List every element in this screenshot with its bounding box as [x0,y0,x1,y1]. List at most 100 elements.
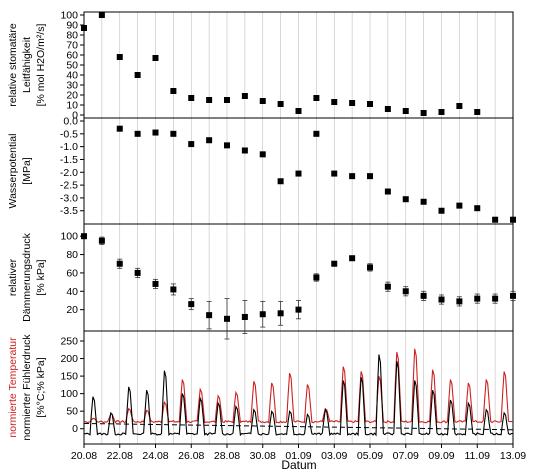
y-tick-label: 40 [66,70,78,82]
y-axis-title: relative stomatäre [7,23,19,107]
y-axis-title: Wasserpotential [7,134,19,209]
data-point [224,315,230,322]
x-axis-title: Datum [281,458,316,472]
data-point [420,110,427,116]
y-tick-label: 20 [66,304,78,316]
data-point [188,141,195,148]
data-point [224,142,230,149]
y-tick-label: 100 [60,388,78,400]
data-point [98,237,105,244]
y-tick-label: -1.5 [60,154,78,166]
y-tick-label: 90 [66,20,78,32]
data-point [349,173,356,180]
y-axis-title: [%°C;% kPa] [35,357,47,417]
data-point [349,255,356,262]
data-point [259,151,266,158]
data-point [295,108,302,114]
y-tick-label: 70 [66,40,78,52]
data-point [402,196,409,203]
y-tick-label: -2.5 [60,180,78,192]
data-point [116,54,123,60]
y-axis-title: relativer [7,258,19,296]
data-point [170,88,177,94]
y-axis-title-red: normierte Temperatur [7,337,19,438]
x-tick-label: 13.09 [500,450,526,462]
y-tick-label: -3.5 [60,205,78,217]
y-tick-label: 50 [66,406,78,418]
y-tick-label: 60 [66,50,78,62]
y-tick-label: 150 [60,371,78,383]
data-point [456,298,463,305]
data-point [313,95,320,101]
data-point [188,301,195,308]
data-point [170,130,177,137]
data-point [313,274,320,281]
data-point [206,137,213,144]
data-point [295,170,302,177]
data-point [367,173,373,180]
y-axis-title: Leitfähigkeit [21,37,33,93]
data-point [474,109,481,115]
x-tick-label: 07.09 [393,450,419,462]
data-point [402,288,409,295]
data-point [367,101,373,107]
y-tick-label: 60 [66,267,78,279]
y-tick-label: -0.5 [60,128,78,140]
x-tick-label: 03.09 [321,450,347,462]
data-point [81,233,87,240]
data-point [313,130,320,137]
y-tick-label: 80 [66,249,78,261]
data-point [170,286,177,293]
data-point [492,295,499,302]
data-point [295,306,302,313]
y-axis-title: [% kPa] [35,259,47,295]
x-tick-label: 24.08 [142,450,168,462]
data-point [241,147,248,154]
data-point [438,109,445,115]
data-point [492,216,499,223]
data-point [384,283,391,290]
data-point [224,97,230,103]
data-point [241,313,248,320]
data-point [474,295,481,302]
series-line [83,348,514,424]
data-point [384,106,391,112]
x-tick-label: 05.09 [357,450,383,462]
y-tick-label: -1.0 [60,141,78,153]
data-point [384,188,391,195]
y-tick-label: 50 [66,60,78,72]
y-axis-title: normierter Fühlerdruck [21,334,33,441]
data-point [277,178,284,185]
y-tick-label: 80 [66,30,78,42]
y-tick-label: 0 [72,423,78,435]
data-point [134,269,141,276]
data-point [367,264,373,271]
data-point [438,207,445,214]
data-point [206,97,213,103]
y-tick-label: 200 [60,353,78,365]
data-point [152,129,159,136]
y-tick-label: 100 [60,10,78,22]
data-point [259,98,266,104]
data-point [152,280,159,287]
x-tick-label: 11.09 [465,450,491,462]
data-point [456,103,463,109]
data-point [331,260,338,267]
data-point [116,260,123,267]
data-point [188,95,195,101]
y-tick-label: 100 [60,231,78,243]
data-point [98,12,105,18]
data-point [331,170,338,177]
data-point [474,205,481,212]
data-point [420,292,427,299]
y-tick-label: 10 [66,100,78,112]
y-tick-label: 0.0 [63,116,78,128]
data-point [259,311,266,318]
data-point [241,93,248,99]
x-axis: 20.08 22.08 24.08 26.08 28.08 30.08 01.09 03.09… [71,444,526,462]
x-tick-label: 26.08 [178,450,204,462]
data-point [134,130,141,137]
data-point [331,99,338,105]
vertical-gridlines [101,12,496,444]
